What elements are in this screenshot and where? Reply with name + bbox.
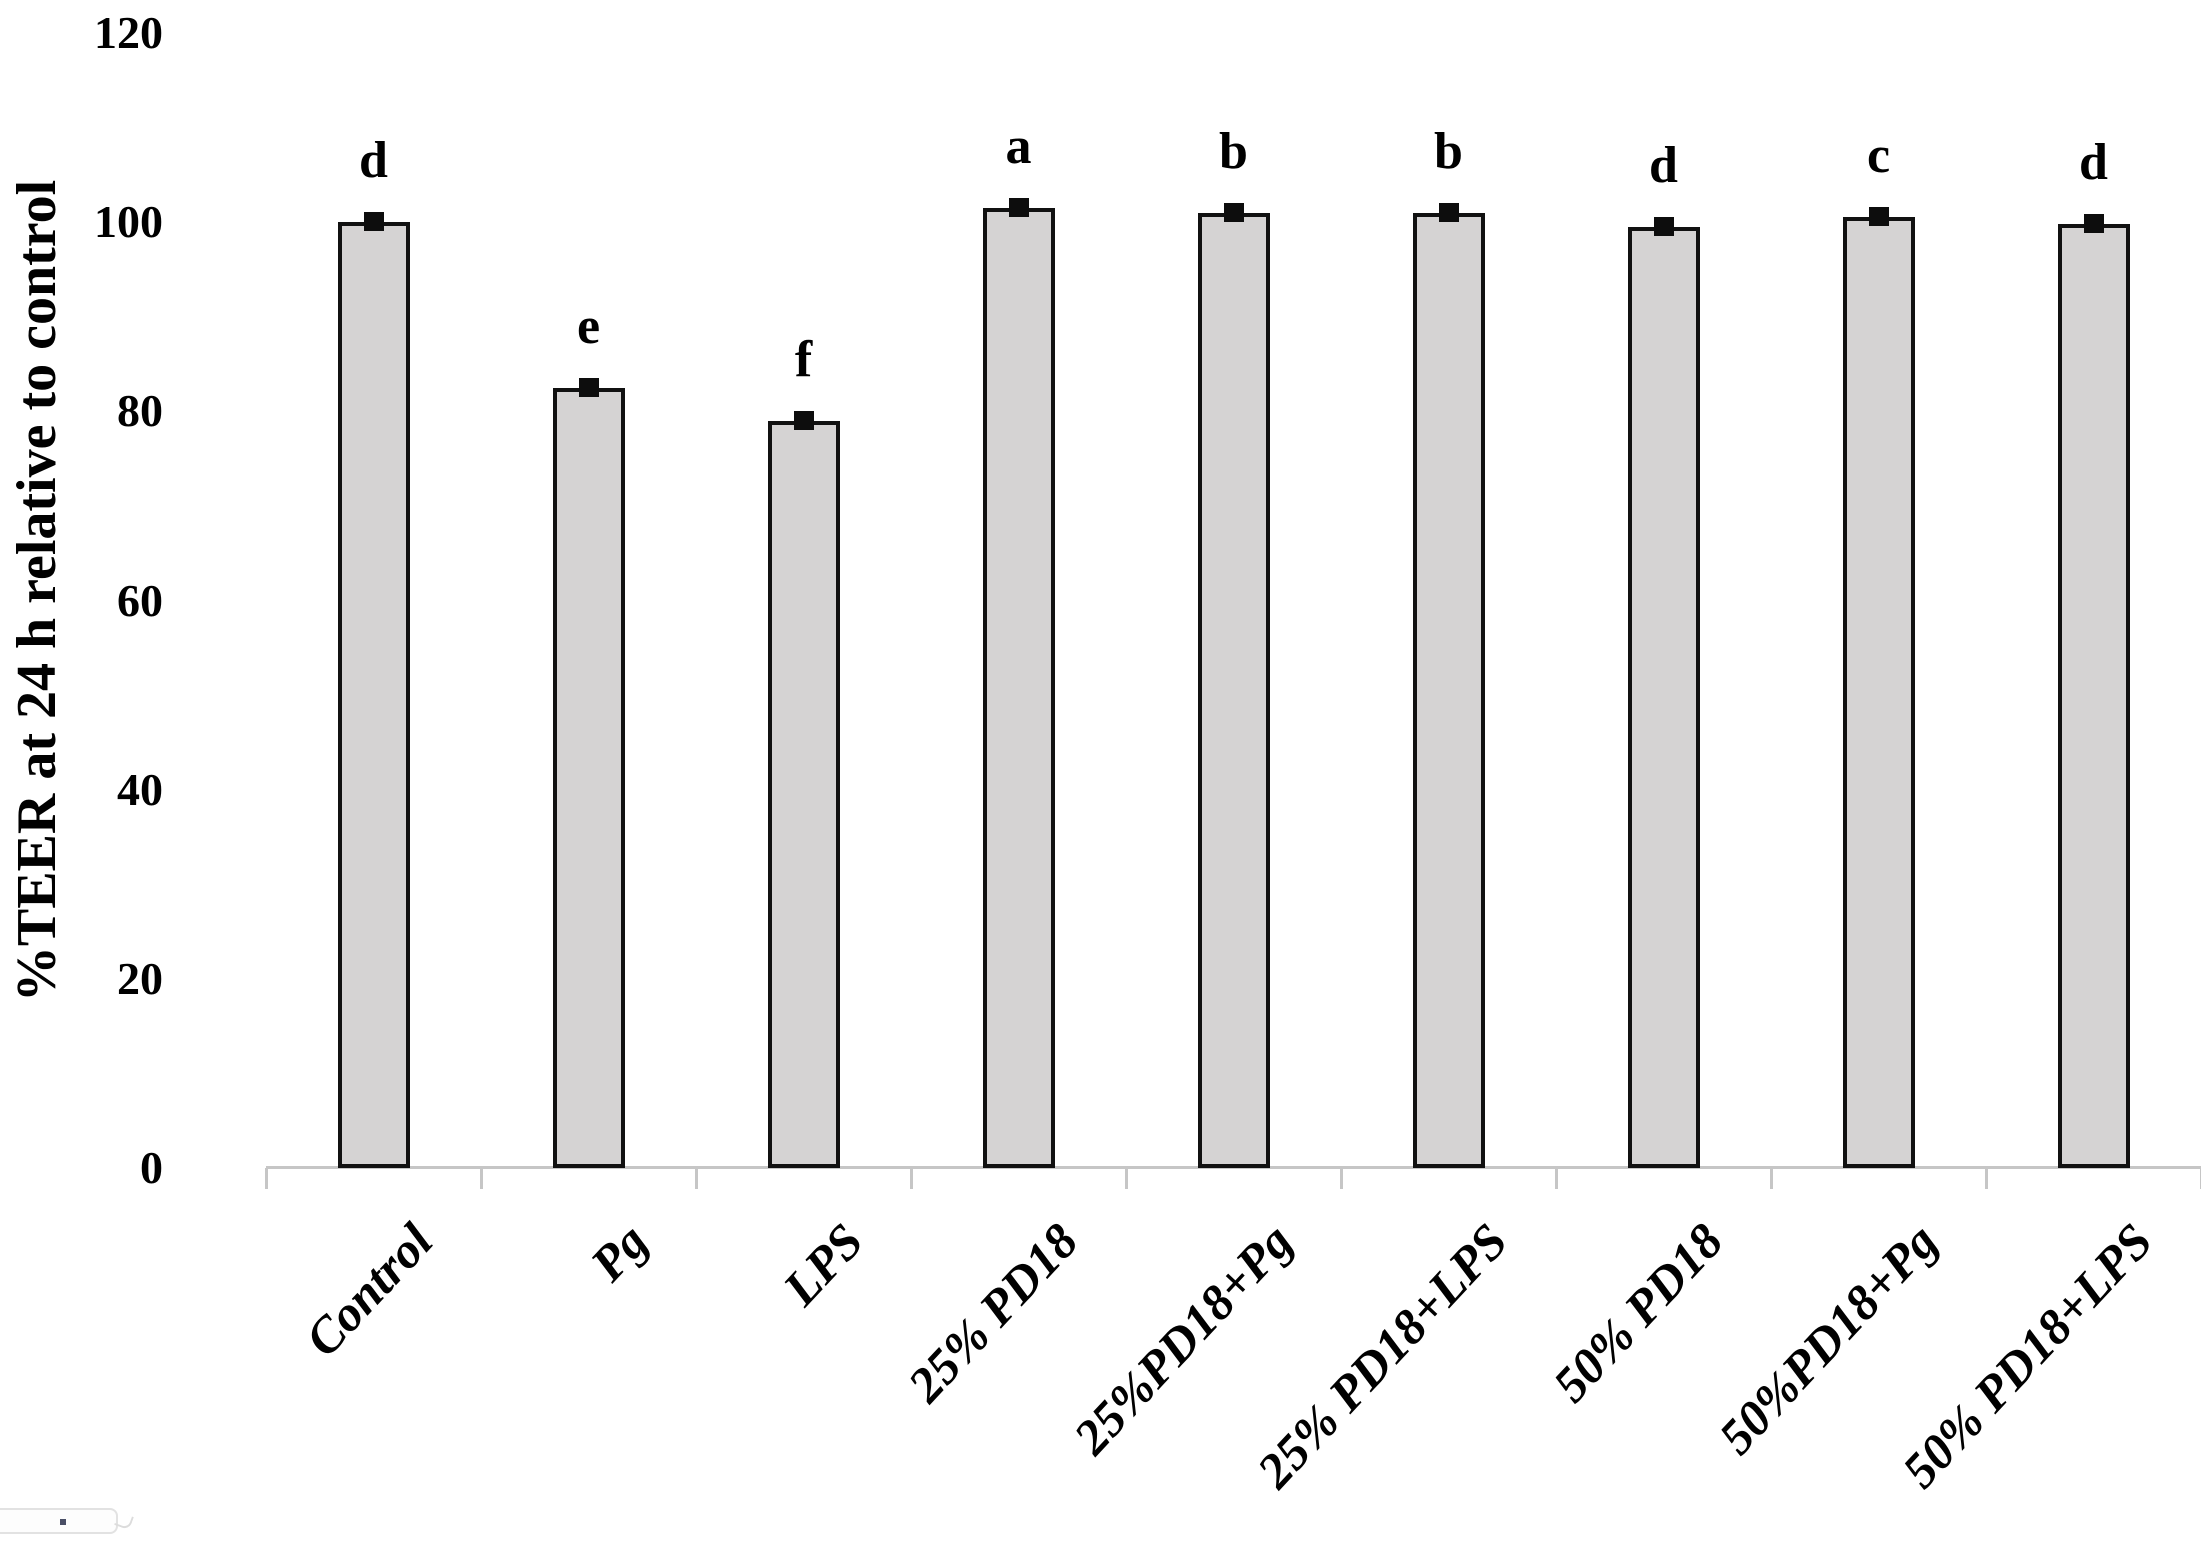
y-axis-tick-label: 0: [140, 1142, 163, 1193]
error-bar: [2083, 214, 2104, 234]
bar: [1627, 226, 1700, 1168]
error-bar: [1438, 202, 1459, 222]
error-bar: [1868, 207, 1889, 227]
scan-artifact-box: [0, 1508, 118, 1534]
x-axis-label: LPS: [771, 1212, 874, 1316]
x-axis-label: 50% PD18: [1541, 1212, 1734, 1413]
error-bar: [1223, 202, 1244, 222]
significance-letter: b: [1219, 122, 1248, 180]
y-axis-tick-label: 100: [94, 196, 163, 248]
x-axis-tick: [1985, 1168, 1988, 1189]
x-axis-tick: [695, 1168, 698, 1189]
significance-letter: c: [1866, 127, 1891, 185]
x-axis-label: 50%PD18+Pg: [1707, 1212, 1949, 1465]
bar: [1842, 217, 1915, 1168]
x-axis-tick: [265, 1168, 268, 1189]
x-axis-tick: [1125, 1168, 1128, 1189]
bar: [1197, 212, 1270, 1168]
error-bar: [1653, 216, 1674, 236]
x-axis-tick: [910, 1168, 913, 1189]
bar: [2057, 224, 2130, 1168]
bar: [552, 387, 625, 1168]
bar: [767, 420, 840, 1168]
significance-letter: d: [359, 132, 388, 190]
bar: [982, 207, 1055, 1168]
x-axis-tick: [1770, 1168, 1773, 1189]
x-axis-tick: [480, 1168, 483, 1189]
x-axis-label: Control: [294, 1212, 444, 1367]
y-axis-tick-label: 20: [117, 952, 163, 1004]
scan-artifact-dot: [60, 1519, 66, 1525]
significance-letter: a: [1005, 117, 1032, 175]
significance-letter: f: [794, 330, 813, 388]
x-axis-label: Pg: [579, 1212, 659, 1292]
y-axis-tick-label: 60: [117, 574, 163, 626]
y-axis-tick-label: 120: [94, 7, 163, 58]
error-bar: [1008, 197, 1029, 217]
x-axis-label: 25%PD18+Pg: [1062, 1212, 1304, 1465]
error-bar: [363, 212, 384, 232]
x-axis-tick: [1555, 1168, 1558, 1189]
significance-letter: e: [576, 297, 601, 355]
error-bar: [578, 377, 599, 397]
bar: [1412, 212, 1485, 1168]
significance-letter: d: [1649, 136, 1678, 194]
y-axis-tick-label: 80: [117, 385, 163, 437]
bar: [337, 222, 410, 1168]
significance-letter: b: [1434, 122, 1463, 180]
error-bar: [793, 410, 814, 430]
x-axis-label: 25% PD18: [896, 1212, 1089, 1413]
y-axis-tick-label: 40: [117, 763, 163, 815]
x-axis-tick: [1340, 1168, 1343, 1189]
significance-letter: d: [2079, 134, 2108, 192]
